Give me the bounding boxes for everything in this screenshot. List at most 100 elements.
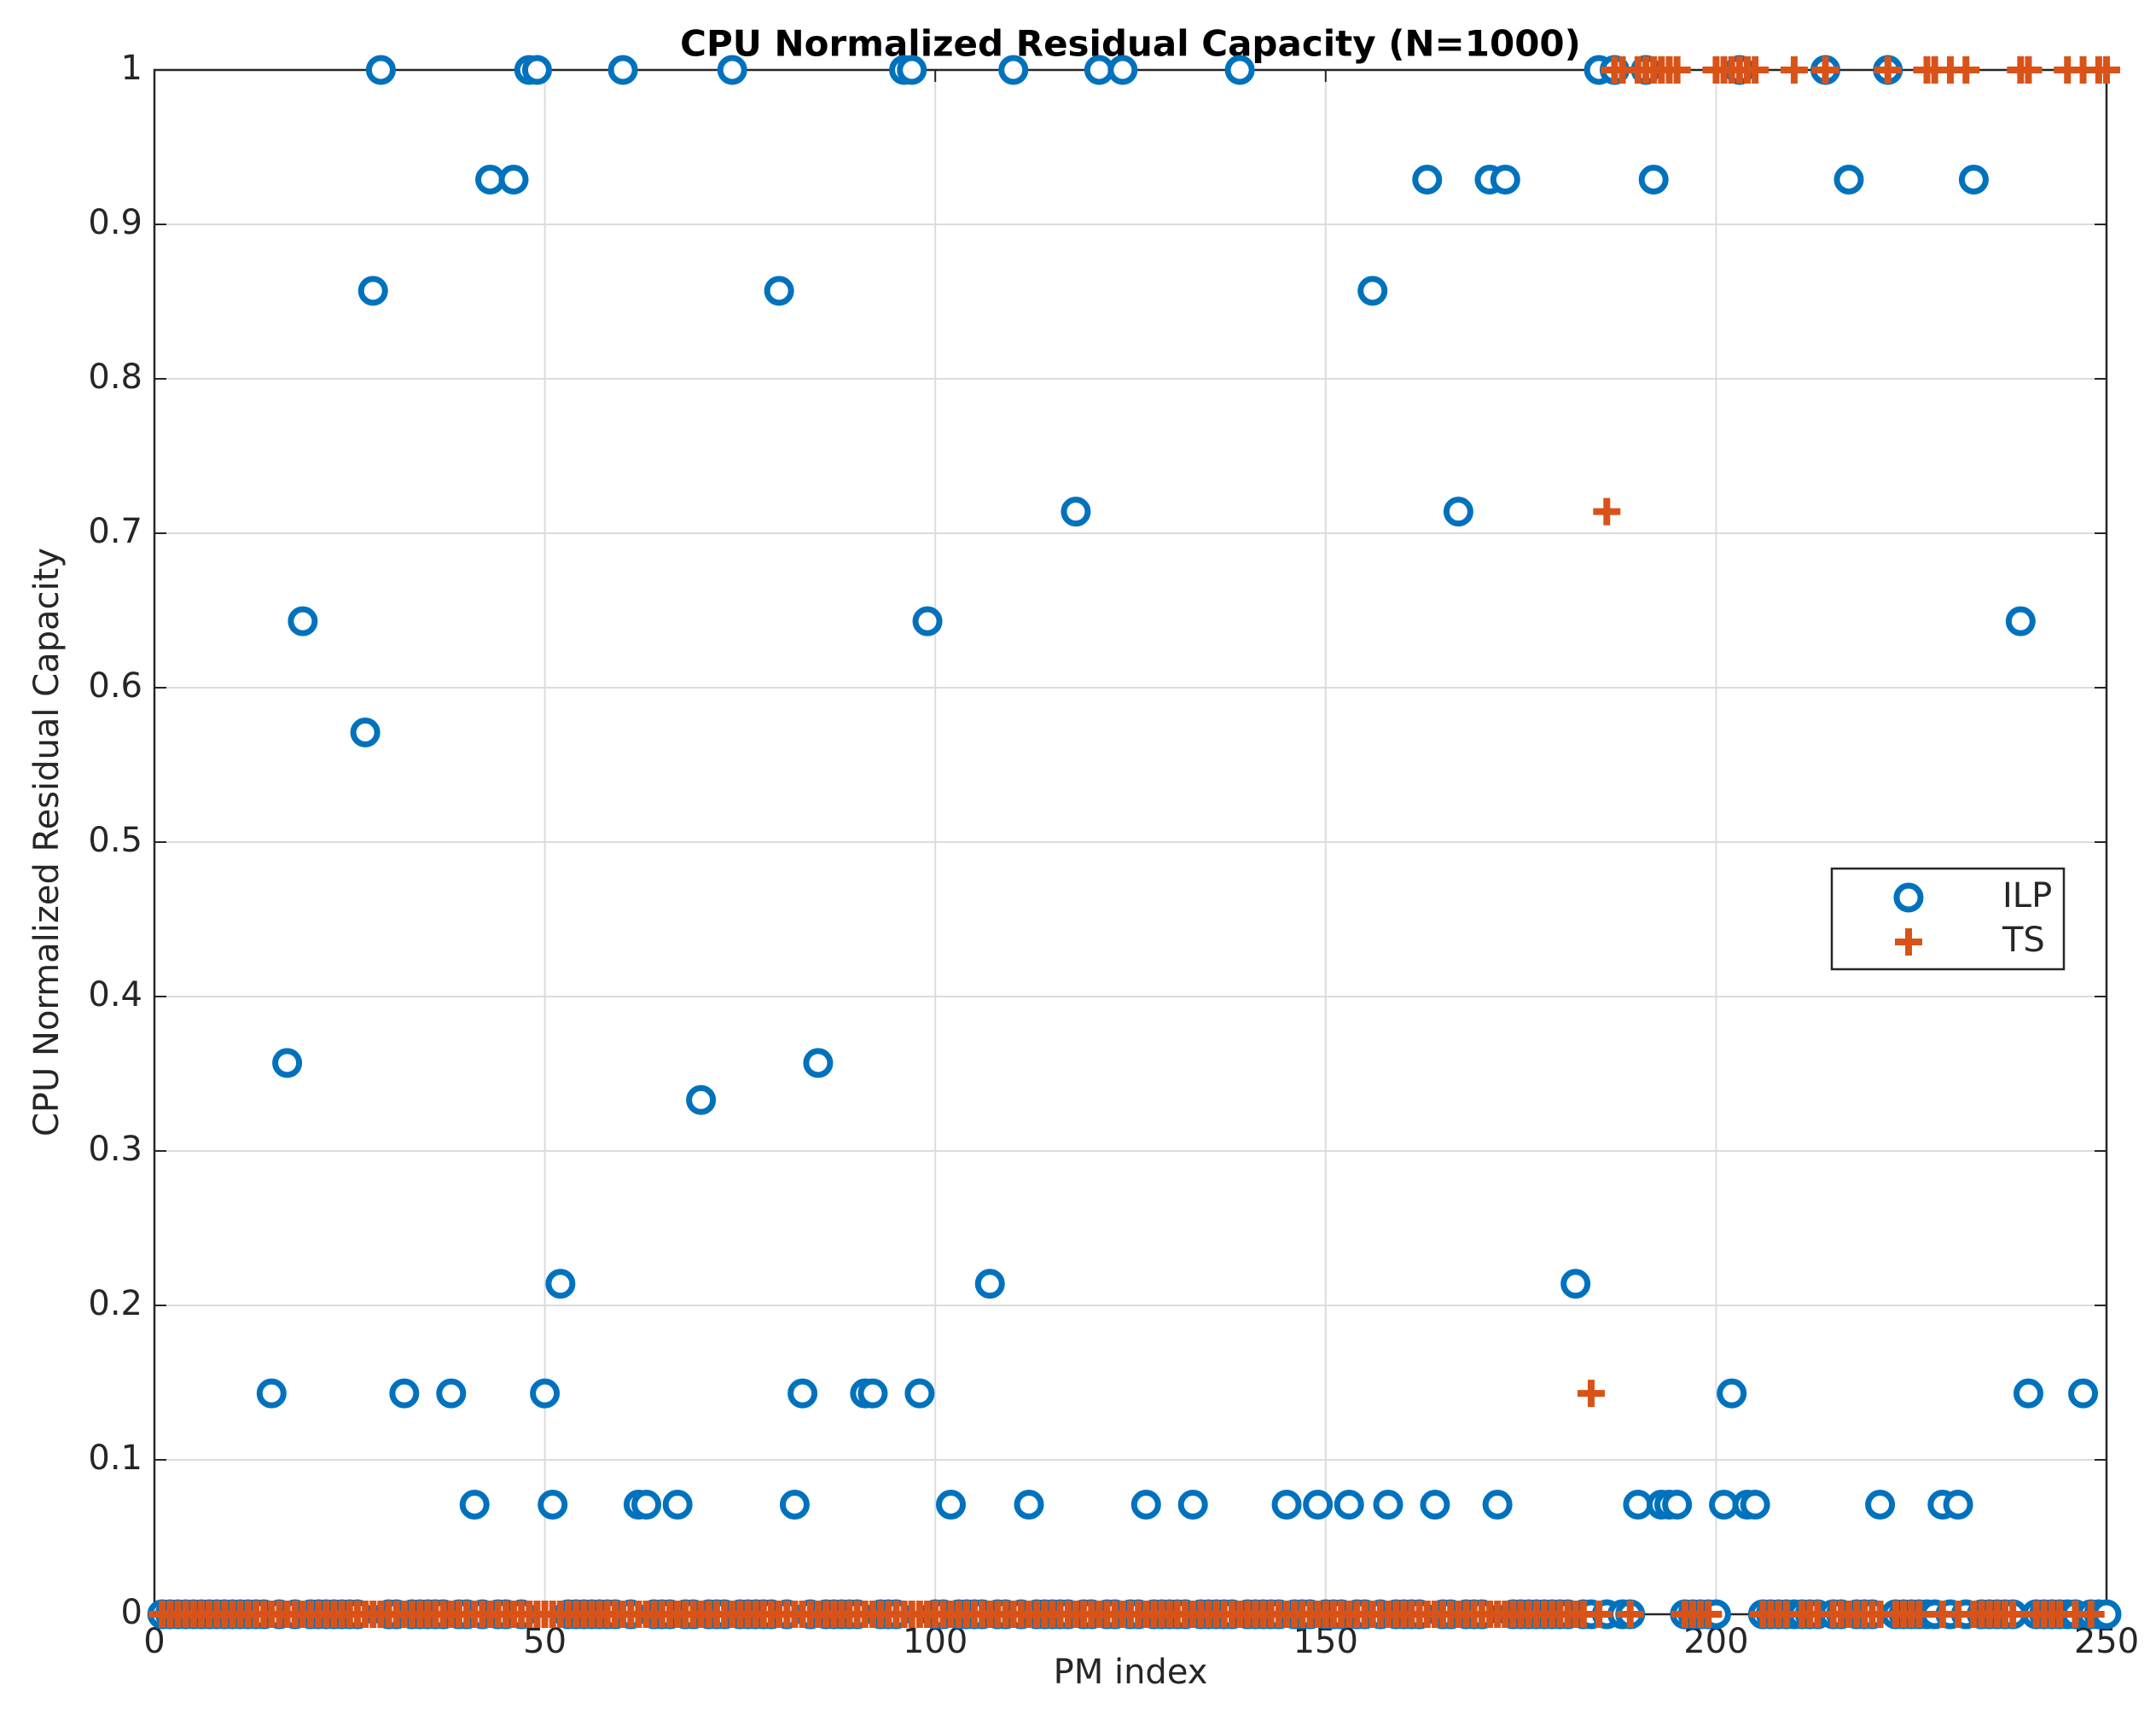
point	[459, 1489, 490, 1520]
point	[1709, 1489, 1740, 1520]
point	[475, 165, 506, 195]
point	[1741, 56, 1770, 84]
y-tick-label: 0.6	[88, 666, 142, 706]
point	[521, 55, 552, 85]
point	[1958, 165, 1989, 195]
point	[686, 1084, 717, 1115]
x-tick-label: 50	[523, 1622, 567, 1661]
point	[1593, 497, 1621, 526]
point	[288, 606, 318, 636]
point	[803, 1048, 834, 1078]
point	[1943, 1489, 1973, 1520]
legend-marker	[1893, 882, 1924, 913]
point	[2068, 1378, 2099, 1409]
legend-label: ILP	[2002, 876, 2052, 915]
point	[272, 1048, 303, 1078]
point	[787, 1378, 818, 1409]
point	[1717, 1378, 1747, 1409]
point	[1663, 56, 1691, 84]
point	[1623, 1489, 1653, 1520]
point	[1999, 1601, 2027, 1628]
point	[1357, 276, 1388, 306]
y-tick-label: 0.2	[88, 1284, 142, 1323]
point	[1616, 1601, 1644, 1628]
point	[857, 1378, 888, 1409]
point	[662, 1489, 693, 1520]
series-1	[148, 56, 2120, 1628]
point	[1952, 56, 1980, 84]
point	[530, 1378, 561, 1409]
point	[1560, 1269, 1591, 1299]
point	[1490, 165, 1520, 195]
point	[1303, 1489, 1334, 1520]
x-axis-label: PM index	[1054, 1653, 1208, 1692]
point	[1420, 1489, 1450, 1520]
point	[1271, 1489, 1302, 1520]
y-tick-label: 0.3	[88, 1130, 142, 1169]
point	[1130, 1489, 1161, 1520]
point	[1107, 55, 1138, 85]
legend-label: TS	[2002, 921, 2045, 960]
point	[1662, 1489, 1693, 1520]
y-tick-label: 0.9	[88, 203, 142, 242]
y-tick-label: 0.4	[88, 975, 142, 1014]
point	[538, 1489, 568, 1520]
point	[717, 55, 747, 85]
point	[1905, 1601, 1933, 1628]
y-tick-label: 0.5	[88, 821, 142, 860]
y-axis-label: CPU Normalized Residual Capacity	[27, 548, 67, 1136]
point	[498, 165, 529, 195]
point	[357, 276, 388, 306]
point	[1811, 56, 1839, 84]
point	[256, 1378, 287, 1409]
point	[1224, 55, 1255, 85]
legend-marker	[1895, 928, 1922, 956]
point	[1482, 1489, 1513, 1520]
point	[1177, 1489, 1208, 1520]
point	[779, 1489, 810, 1520]
point	[1865, 1489, 1896, 1520]
point	[2093, 56, 2120, 84]
point	[2077, 1601, 2105, 1628]
point	[2014, 56, 2043, 84]
point	[1084, 55, 1114, 85]
point	[1061, 497, 1091, 527]
point	[1874, 56, 1902, 84]
point	[904, 1378, 935, 1409]
y-tick-label: 0.1	[88, 1438, 142, 1478]
point	[1014, 1489, 1044, 1520]
point	[350, 717, 381, 747]
y-tick-label: 1	[121, 49, 142, 88]
y-tick-label: 0	[121, 1593, 142, 1632]
point	[1694, 1601, 1723, 1628]
point	[1373, 1489, 1403, 1520]
point	[1443, 497, 1473, 527]
legend: ILP TS	[1830, 867, 2066, 971]
point	[607, 55, 638, 85]
point	[1740, 1489, 1770, 1520]
point	[436, 1378, 467, 1409]
point	[1780, 56, 1808, 84]
point	[936, 1489, 967, 1520]
point	[1833, 165, 1864, 195]
point	[1638, 165, 1669, 195]
point	[1334, 1489, 1364, 1520]
point	[764, 276, 794, 306]
point	[2005, 606, 2036, 636]
point	[998, 55, 1029, 85]
point	[1412, 165, 1443, 195]
point	[897, 55, 927, 85]
y-tick-label: 0.7	[88, 512, 142, 551]
legend-box	[1830, 867, 2066, 971]
point	[912, 606, 943, 636]
point	[1577, 1380, 1605, 1408]
point	[974, 1269, 1005, 1299]
point	[631, 1489, 662, 1520]
point	[545, 1269, 576, 1299]
point	[1585, 1601, 1613, 1628]
point	[2013, 1378, 2043, 1409]
point	[389, 1378, 420, 1409]
y-tick-label: 0.8	[88, 357, 142, 397]
